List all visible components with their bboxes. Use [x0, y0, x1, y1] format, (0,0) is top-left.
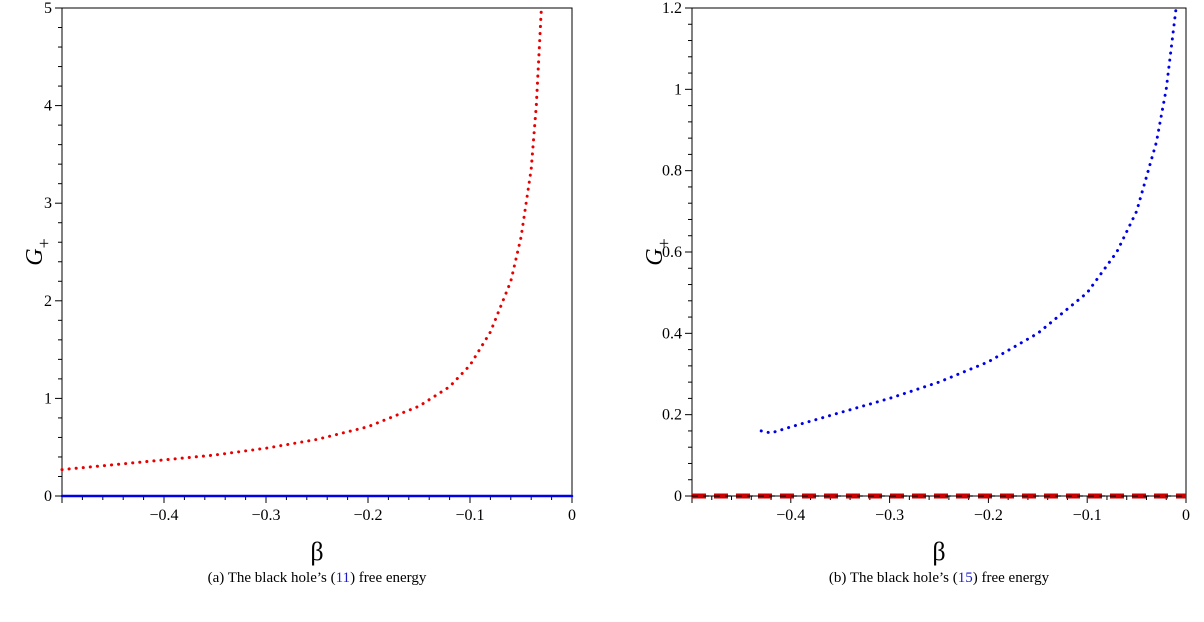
y-tick-label: 0: [44, 488, 52, 505]
x-axis-label: β: [932, 537, 945, 566]
x-tick-label: −0.4: [776, 507, 805, 524]
y-axis-label: G+: [642, 238, 674, 266]
y-tick-label: 0.4: [662, 325, 682, 342]
plot-frame: [691, 7, 1187, 497]
caption-ref-link[interactable]: 15: [958, 570, 973, 586]
y-axis-label-sub: +: [654, 238, 674, 248]
caption-prefix: (b) The black hole’s (: [829, 570, 958, 586]
caption-suffix: ) free energy: [973, 570, 1050, 586]
y-tick-label: 0: [674, 488, 682, 505]
plot-frame: [61, 7, 573, 497]
x-axis-label: β: [310, 537, 323, 566]
caption-prefix: (a) The black hole’s (: [208, 570, 336, 586]
y-axis-label-sub: +: [34, 238, 54, 248]
y-axis-label-main: G: [642, 248, 668, 265]
x-tick-label: 0: [1182, 507, 1190, 524]
x-tick-label: −0.1: [455, 507, 484, 524]
y-axis-label: G+: [22, 238, 54, 266]
series-line-0: [759, 6, 1178, 435]
y-tick-label: 5: [44, 0, 52, 17]
x-tick-label: −0.4: [149, 507, 178, 524]
x-tick-label: −0.1: [1073, 507, 1102, 524]
caption-suffix: ) free energy: [350, 570, 427, 586]
y-tick-label: 1: [44, 390, 52, 407]
x-tick-label: −0.2: [974, 507, 1003, 524]
y-tick-label: 1: [674, 81, 682, 98]
x-tick-label: −0.2: [353, 507, 382, 524]
y-tick-label: 2: [44, 293, 52, 310]
y-tick-label: 0.8: [662, 163, 682, 180]
series-line-0: [60, 6, 543, 472]
y-tick-label: 3: [44, 195, 52, 212]
x-tick-label: −0.3: [875, 507, 904, 524]
x-tick-label: 0: [568, 507, 576, 524]
caption: (b) The black hole’s (15) free energy: [829, 570, 1050, 586]
y-axis-label-main: G: [22, 248, 48, 265]
caption: (a) The black hole’s (11) free energy: [208, 570, 427, 586]
y-tick-label: 0.2: [662, 407, 682, 424]
panel-a: −0.4 −0.3 −0.2 −0.1 0 0 1 2 3 4 5 β G+ (a) The black …: [22, 0, 576, 586]
y-tick-label: 4: [44, 98, 52, 115]
panel-b: −0.4 −0.3 −0.2 −0.1 0 0 0.2 0.4 0.6 0.8 1 1.2 β G+ (b)…: [642, 0, 1190, 586]
caption-ref-link[interactable]: 11: [336, 570, 350, 586]
y-tick-label: 1.2: [662, 0, 682, 17]
y-tick-label: 0.6: [662, 244, 682, 261]
x-tick-label: −0.3: [251, 507, 280, 524]
